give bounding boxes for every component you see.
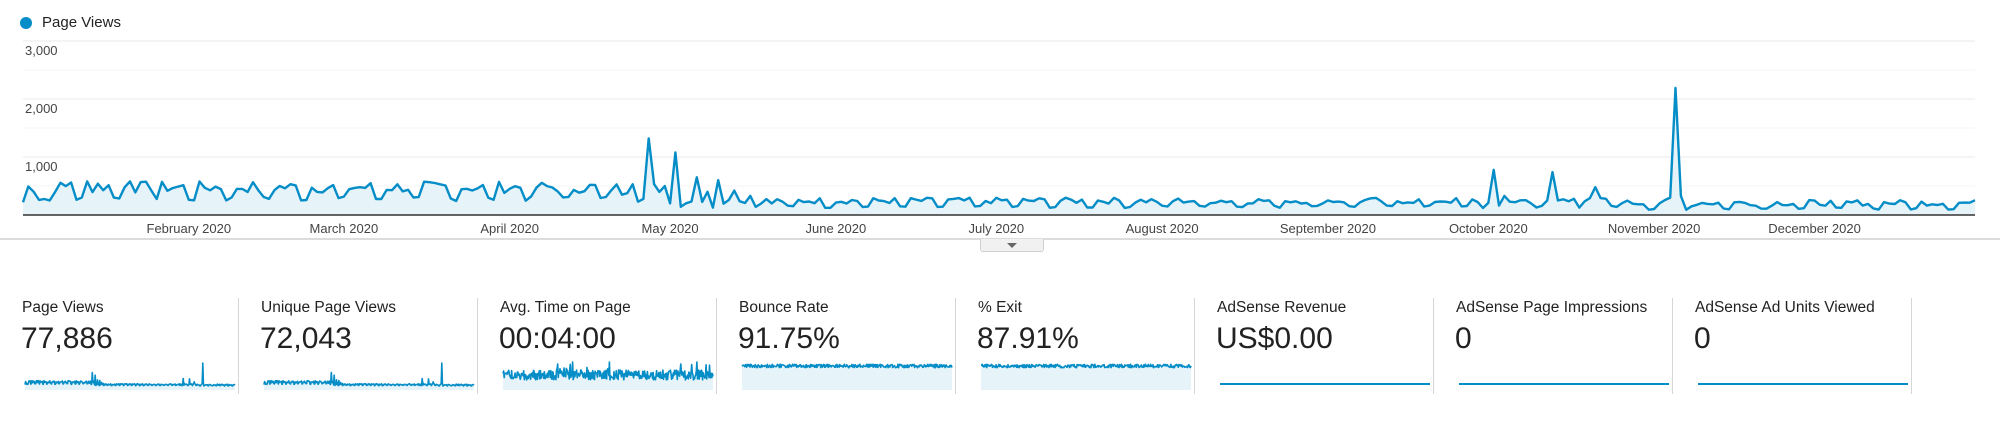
scorecard-page-views[interactable]: Page Views 77,886 <box>0 298 239 394</box>
scorecard-adsense-page-impressions[interactable]: AdSense Page Impressions 0 <box>1434 298 1673 394</box>
page-views-line-chart[interactable] <box>0 0 2000 240</box>
x-tick-label: August 2020 <box>1125 221 1199 236</box>
scorecard-label: % Exit <box>978 299 1022 316</box>
chart-gridlines <box>23 40 1975 187</box>
scorecard-label: Page Views <box>22 299 104 316</box>
x-tick-label: September 2020 <box>1279 221 1376 236</box>
legend-dot-icon <box>20 16 32 29</box>
x-tick-label: July 2020 <box>968 221 1025 236</box>
scorecard-label: Unique Page Views <box>261 299 396 316</box>
scorecard-label: Avg. Time on Page <box>500 299 631 316</box>
scorecard-exit-rate[interactable]: % Exit 87.91% <box>956 298 1195 394</box>
scorecard-label: AdSense Page Impressions <box>1456 299 1648 316</box>
x-tick-label: October 2020 <box>1448 221 1528 236</box>
chart-area-fill <box>23 88 1975 215</box>
scorecard-value: 0 <box>1455 322 1472 355</box>
scorecard-adsense-ad-units-viewed[interactable]: AdSense Ad Units Viewed 0 <box>1673 298 1912 394</box>
sparkline <box>1458 383 1670 385</box>
x-tick-label: November 2020 <box>1607 221 1701 236</box>
collapse-chart-button[interactable] <box>980 239 1044 252</box>
x-tick-label: May 2020 <box>641 221 699 236</box>
metric-scorecards: Page Views 77,886 Unique Page Views 72,0… <box>0 298 1912 394</box>
x-tick-label: June 2020 <box>805 221 867 236</box>
scorecard-avg-time-on-page[interactable]: Avg. Time on Page 00:04:00 <box>478 298 717 394</box>
sparkline <box>1697 383 1909 385</box>
scorecard-label: AdSense Revenue <box>1217 299 1347 316</box>
x-tick-label: March 2020 <box>309 221 379 236</box>
y-tick-2000: 2,000 <box>25 101 58 116</box>
sparkline <box>263 362 475 390</box>
legend: Page Views <box>20 14 121 31</box>
scorecard-value: 00:04:00 <box>499 322 616 355</box>
scorecard-adsense-revenue[interactable]: AdSense Revenue US$0.00 <box>1195 298 1434 394</box>
scorecard-value: 0 <box>1694 322 1711 355</box>
sparkline <box>741 363 953 390</box>
y-tick-1000: 1,000 <box>25 159 58 174</box>
scorecard-label: AdSense Ad Units Viewed <box>1695 299 1875 316</box>
scorecard-bounce-rate[interactable]: Bounce Rate 91.75% <box>717 298 956 394</box>
x-tick-label: December 2020 <box>1768 221 1861 236</box>
legend-label: Page Views <box>42 14 121 31</box>
scorecard-label: Bounce Rate <box>739 299 829 316</box>
y-tick-3000: 3,000 <box>25 43 58 58</box>
scorecard-value: 91.75% <box>738 322 840 355</box>
sparkline <box>980 363 1192 390</box>
x-tick-label: February 2020 <box>146 221 232 236</box>
sparkline <box>24 362 236 390</box>
sparkline <box>502 361 714 390</box>
scorecard-value: US$0.00 <box>1216 322 1333 355</box>
scorecard-value: 87.91% <box>977 322 1079 355</box>
scorecard-value: 72,043 <box>260 322 352 355</box>
scorecard-value: 77,886 <box>21 322 113 355</box>
sparkline <box>1219 383 1431 385</box>
x-tick-label: April 2020 <box>480 221 539 236</box>
chart-line-page-views <box>21 86 1976 211</box>
scorecard-unique-page-views[interactable]: Unique Page Views 72,043 <box>239 298 478 394</box>
caret-down-icon <box>1007 242 1017 248</box>
